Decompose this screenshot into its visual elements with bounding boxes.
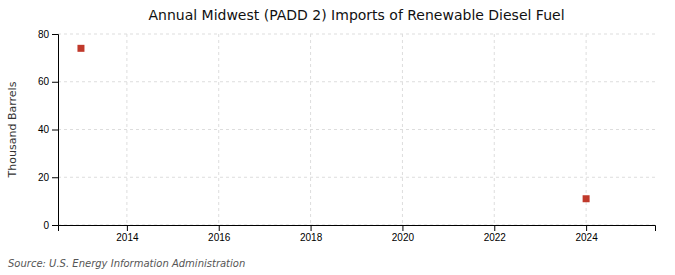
y-tick-mark [52, 177, 58, 178]
x-grid-line [218, 34, 219, 225]
chart: 2014 2016 2018 2020 2022 2024 0 20 40 60 80 Annual … [0, 0, 675, 275]
x-tick: 2014 [116, 225, 139, 243]
x-tick: 2024 [575, 225, 598, 243]
x-tick: 2022 [484, 225, 507, 243]
y-grid-line [58, 177, 655, 178]
point [77, 45, 84, 52]
x-tick-label: 2020 [392, 232, 415, 243]
x-tick-mark [494, 225, 495, 231]
source: Source: U.S. Energy Information Administ… [8, 258, 245, 269]
x-grid-line [494, 34, 495, 225]
y-tick: 40 [38, 124, 58, 135]
plot: 2014 2016 2018 2020 2022 2024 0 20 40 60 80 [38, 29, 656, 243]
y-grid-line [58, 34, 655, 35]
x-tick-label: 2024 [575, 232, 598, 243]
points [77, 45, 589, 202]
y-tick-mark [52, 130, 58, 131]
y-tick-label: 80 [38, 29, 50, 40]
y-tick: 80 [38, 29, 58, 40]
x-axis: 2014 2016 2018 2020 2022 2024 [59, 225, 656, 243]
y-grid-line [58, 81, 655, 82]
x-tick-mark [311, 225, 312, 231]
x-tick-label: 2014 [116, 232, 139, 243]
y-axis: 0 20 40 60 80 [38, 29, 59, 231]
x-tick-mark [402, 225, 403, 231]
y-tick-label: 40 [38, 124, 50, 135]
x-tick: 2018 [300, 225, 323, 243]
x-tick: 2016 [208, 225, 231, 243]
x-tick: 2020 [392, 225, 415, 243]
x-axis-line [59, 226, 656, 232]
y-tick-label: 60 [38, 76, 50, 87]
x-tick-label: 2018 [300, 232, 323, 243]
y-tick-label: 0 [43, 220, 49, 231]
y-tick: 20 [38, 172, 58, 183]
x-tick-mark [219, 225, 220, 231]
y-tick-label: 20 [38, 172, 50, 183]
y-tick: 0 [43, 220, 58, 231]
x-tick-mark [127, 225, 128, 231]
y-tick-mark [52, 82, 58, 83]
title: Annual Midwest (PADD 2) Imports of Renew… [148, 7, 564, 23]
y-axis-label: Thousand Barrels [6, 81, 19, 178]
y-tick-mark [52, 34, 58, 35]
y-axis-line [52, 35, 59, 226]
y-grid-line [58, 129, 655, 130]
point [583, 195, 590, 202]
x-tick-label: 2016 [208, 232, 231, 243]
x-tick-label: 2022 [484, 232, 507, 243]
y-tick: 60 [38, 76, 58, 87]
grid [58, 34, 655, 225]
x-tick-mark [586, 225, 587, 231]
y-tick-mark [52, 225, 58, 226]
